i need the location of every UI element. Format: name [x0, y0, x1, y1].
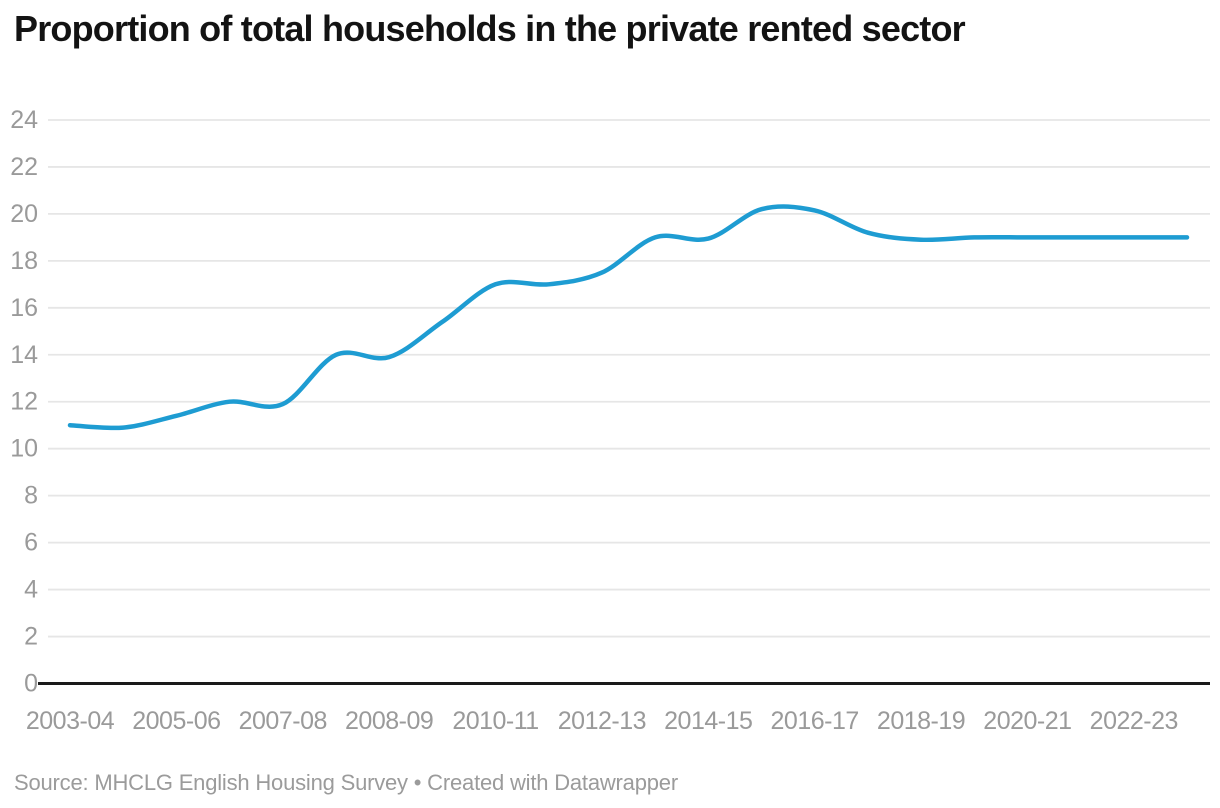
y-tick-label: 12 [10, 388, 38, 416]
x-tick-label: 2003-04 [26, 707, 115, 735]
y-tick-label: 20 [10, 200, 38, 228]
x-tick-label: 2010-11 [452, 707, 538, 735]
data-line-private-rented-sector [67, 204, 1190, 431]
x-tick-label: 2020-21 [983, 707, 1071, 735]
y-tick-label: 8 [24, 482, 38, 510]
y-tick-label: 4 [24, 576, 38, 604]
x-tick-label: 2005-06 [132, 707, 220, 735]
y-tick-label: 22 [10, 153, 38, 181]
x-tick-label: 2012-13 [558, 707, 646, 735]
y-tick-label: 18 [10, 247, 38, 275]
x-tick-label: 2008-09 [345, 707, 433, 735]
y-tick-label: 6 [24, 529, 38, 557]
x-tick-label: 2018-19 [877, 707, 965, 735]
x-tick-label: 2014-15 [664, 707, 752, 735]
y-tick-label: 24 [10, 106, 38, 134]
y-tick-label: 2 [24, 623, 38, 651]
y-tick-label: 14 [10, 341, 38, 369]
x-tick-label: 2016-17 [771, 707, 859, 735]
y-tick-label: 10 [10, 435, 38, 463]
x-tick-label: 2022-23 [1090, 707, 1178, 735]
y-tick-label: 16 [10, 294, 38, 322]
y-tick-label: 0 [24, 670, 38, 698]
source-note: Source: MHCLG English Housing Survey • C… [14, 770, 678, 795]
x-tick-label: 2007-08 [239, 707, 327, 735]
chart-title: Proportion of total households in the pr… [14, 8, 966, 49]
